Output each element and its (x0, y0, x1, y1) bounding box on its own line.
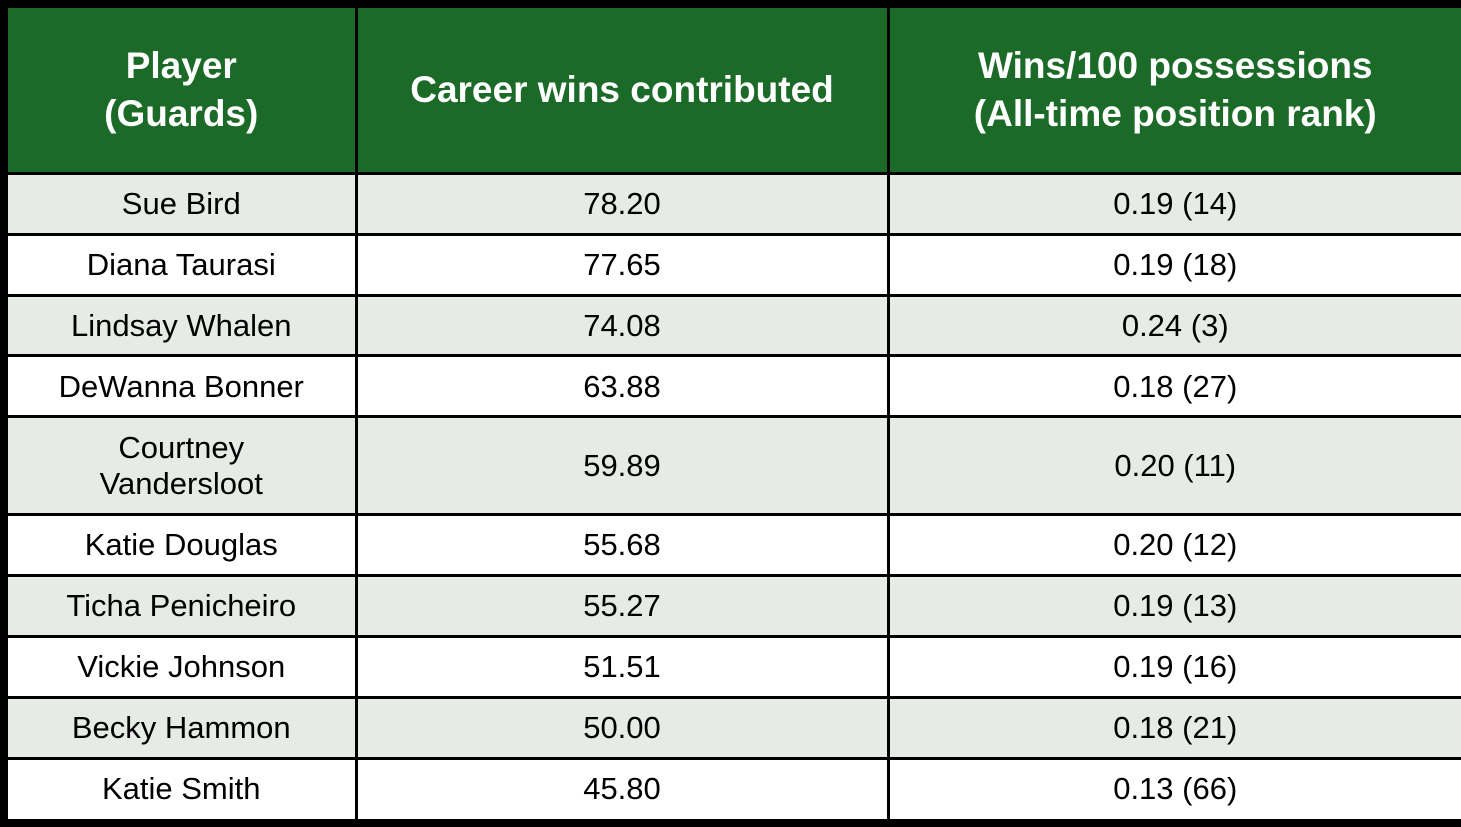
player-name-cell: Lindsay Whalen (2, 293, 358, 358)
table-row: Ticha Penicheiro 55.27 0.19 (13) (2, 574, 1461, 638)
rate-rank-cell: 0.18 (21) (886, 695, 1461, 760)
col-header-career-wins: Career wins contributed (354, 2, 890, 175)
player-name-cell: Sue Bird (2, 172, 358, 236)
career-wins-cell: 55.68 (354, 513, 890, 578)
rate-rank-cell: 0.18 (27) (886, 354, 1461, 419)
table-row: Lindsay Whalen 74.08 0.24 (3) (2, 293, 1461, 358)
rate-rank-cell: 0.19 (14) (886, 172, 1461, 236)
table-row: Katie Douglas 55.68 0.20 (12) (2, 513, 1461, 578)
player-name-cell: Katie Smith (2, 756, 358, 825)
player-name-cell: Katie Douglas (2, 513, 358, 578)
col-header-rate-rank: Wins/100 possessions (All-time position … (886, 2, 1461, 175)
rate-rank-cell: 0.13 (66) (886, 756, 1461, 825)
player-name-cell: Becky Hammon (2, 695, 358, 760)
rate-rank-cell: 0.24 (3) (886, 293, 1461, 358)
career-wins-cell: 63.88 (354, 354, 890, 419)
table-row: DeWanna Bonner 63.88 0.18 (27) (2, 354, 1461, 419)
table-header-row: Player (Guards) Career wins contributed … (2, 2, 1461, 175)
career-wins-cell: 51.51 (354, 634, 890, 699)
career-wins-cell: 45.80 (354, 756, 890, 825)
career-wins-cell: 77.65 (354, 232, 890, 297)
career-wins-cell: 59.89 (354, 415, 890, 517)
rate-rank-cell: 0.19 (13) (886, 574, 1461, 638)
table-row: Vickie Johnson 51.51 0.19 (16) (2, 634, 1461, 699)
player-name-cell: Courtney Vandersloot (2, 415, 358, 517)
career-wins-cell: 50.00 (354, 695, 890, 760)
rate-rank-cell: 0.20 (11) (886, 415, 1461, 517)
table-row: Courtney Vandersloot 59.89 0.20 (11) (2, 415, 1461, 517)
career-wins-cell: 55.27 (354, 574, 890, 638)
table-row: Becky Hammon 50.00 0.18 (21) (2, 695, 1461, 760)
player-name-cell: DeWanna Bonner (2, 354, 358, 419)
rate-rank-cell: 0.19 (18) (886, 232, 1461, 297)
career-wins-cell: 74.08 (354, 293, 890, 358)
table-row: Katie Smith 45.80 0.13 (66) (2, 756, 1461, 825)
player-name-cell: Ticha Penicheiro (2, 574, 358, 638)
table-row: Sue Bird 78.20 0.19 (14) (2, 172, 1461, 236)
table-row: Diana Taurasi 77.65 0.19 (18) (2, 232, 1461, 297)
rate-rank-cell: 0.20 (12) (886, 513, 1461, 578)
player-name-cell: Diana Taurasi (2, 232, 358, 297)
col-header-player: Player (Guards) (2, 2, 358, 175)
rate-rank-cell: 0.19 (16) (886, 634, 1461, 699)
player-name-cell: Vickie Johnson (2, 634, 358, 699)
career-wins-cell: 78.20 (354, 172, 890, 236)
